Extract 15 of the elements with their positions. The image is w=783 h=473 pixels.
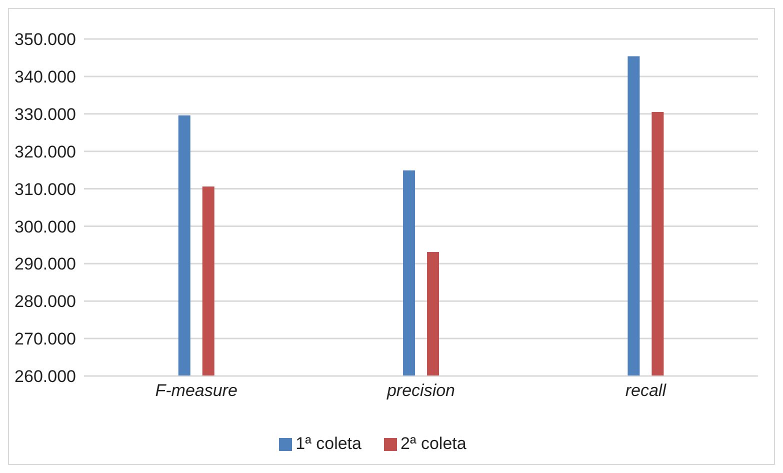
y-tick-label: 350.000 — [14, 30, 76, 50]
y-tick-label: 320.000 — [14, 142, 76, 162]
y-tick-label: 280.000 — [14, 292, 76, 312]
y-tick-label: 290.000 — [14, 254, 76, 274]
y-tick-label: 310.000 — [14, 180, 76, 199]
y-tick-label: 260.000 — [14, 367, 76, 386]
y-tick-label: 300.000 — [14, 217, 76, 236]
x-tick-label: F-measure — [155, 381, 238, 400]
x-tick-label: recall — [625, 381, 668, 400]
y-tick-label: 270.000 — [14, 330, 76, 349]
x-tick-label: precision — [386, 381, 456, 400]
y-tick-label: 340.000 — [14, 67, 76, 86]
legend-label: 1ª coleta — [296, 434, 362, 453]
y-tick-label: 330.000 — [14, 104, 76, 124]
legend-label: 2ª coleta — [400, 434, 466, 453]
